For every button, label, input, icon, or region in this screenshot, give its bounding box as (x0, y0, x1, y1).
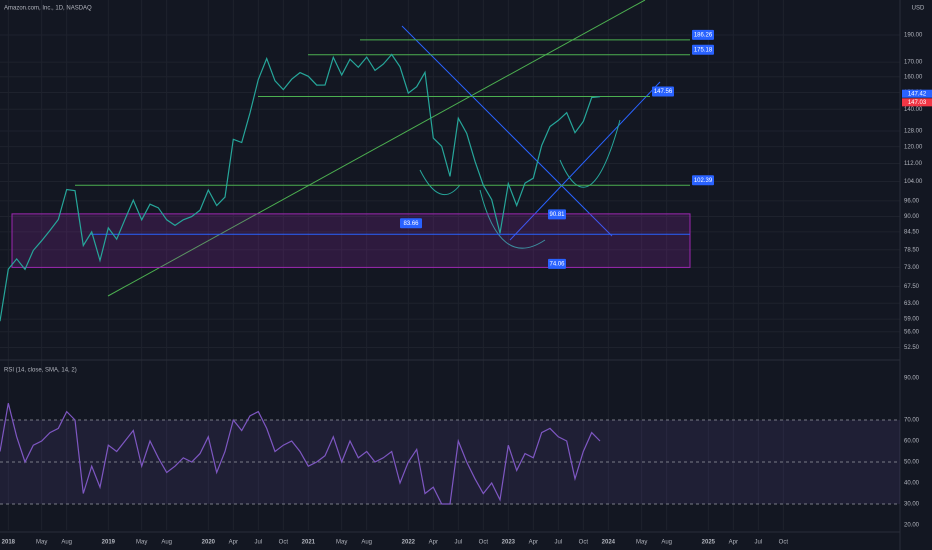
currency: USD (912, 6, 925, 12)
x-tick-label: Jul (754, 540, 762, 546)
zone (11, 213, 691, 268)
y-tick-label: 128.00 (904, 129, 923, 135)
price-tag-label: 147.03 (908, 100, 927, 106)
level-tag (692, 44, 714, 55)
x-tick-label: May (136, 540, 147, 546)
x-tick-label: Apr (229, 540, 238, 546)
marker-label: 74.06 (549, 261, 565, 267)
y-tick-label: 52.50 (904, 345, 920, 351)
level-tag (692, 29, 714, 40)
y-tick-label: 67.50 (904, 284, 920, 290)
x-tick-label: 2021 (302, 540, 316, 546)
y-tick-label: 73.00 (904, 265, 920, 271)
level-label: 147.56 (654, 89, 673, 95)
x-tick-label: Oct (779, 540, 789, 546)
x-tick-label: Jul (454, 540, 462, 546)
chart-title: Amazon.com, Inc., 1D, NASDAQ (4, 6, 92, 12)
x-tick-label: Oct (579, 540, 589, 546)
x-tick-label: Oct (479, 540, 489, 546)
y-tick-label: 140.00 (904, 107, 923, 113)
rsi-tick-label: 30.00 (904, 502, 920, 508)
x-tick-label: 2022 (402, 540, 416, 546)
level-tag (652, 86, 674, 97)
x-tick-label: Aug (161, 540, 172, 546)
y-tick-label: 84.50 (904, 229, 920, 235)
price-tag (902, 89, 932, 98)
rsi-tick-label: 60.00 (904, 439, 920, 445)
x-tick-label: Jul (254, 540, 262, 546)
rsi-tick-label: 50.00 (904, 460, 920, 466)
indicator-title: RSI (14, close, SMA, 14, 2) (4, 368, 77, 374)
marker-tag (548, 209, 566, 220)
x-tick-label: Apr (529, 540, 538, 546)
rsi-tick-label: 20.00 (904, 523, 920, 529)
level-label: 186.26 (694, 32, 713, 38)
x-tick-label: 2023 (502, 540, 516, 546)
y-tick-label: 59.00 (904, 317, 920, 323)
level-label: 83.66 (403, 221, 419, 227)
y-tick-label: 63.00 (904, 301, 920, 307)
x-tick-label: May (36, 540, 47, 546)
x-tick-label: Apr (729, 540, 738, 546)
x-tick-label: Aug (361, 540, 372, 546)
y-tick-label: 160.00 (904, 74, 923, 80)
marker-label: 90.81 (549, 212, 565, 218)
y-tick-label: 56.00 (904, 329, 920, 335)
y-tick-label: 96.00 (904, 198, 920, 204)
level-label: 175.18 (694, 47, 713, 53)
trendline (401, 25, 613, 237)
x-tick-label: 2018 (2, 540, 16, 546)
x-tick-label: 2019 (102, 540, 116, 546)
level-label: 102.39 (694, 178, 713, 184)
rsi-tick-label: 70.00 (904, 418, 920, 424)
x-tick-label: Aug (661, 540, 672, 546)
x-tick-label: 2024 (602, 540, 616, 546)
x-tick-label: 2025 (702, 540, 716, 546)
price-line (0, 53, 601, 322)
y-tick-label: 104.00 (904, 179, 923, 185)
x-tick-label: Jul (554, 540, 562, 546)
y-tick-label: 190.00 (904, 33, 923, 39)
rsi-tick-label: 90.00 (904, 376, 920, 382)
price-tag-label: 147.42 (908, 91, 927, 97)
y-tick-label: 78.50 (904, 247, 920, 253)
x-tick-label: Apr (429, 540, 438, 546)
trendline (107, 0, 646, 297)
y-tick-label: 170.00 (904, 60, 923, 66)
x-tick-label: Aug (61, 540, 72, 546)
y-tick-label: 120.00 (904, 144, 923, 150)
x-tick-label: 2020 (202, 540, 216, 546)
x-tick-label: May (336, 540, 347, 546)
x-tick-label: May (636, 540, 647, 546)
y-tick-label: 112.00 (904, 161, 923, 167)
price-tag (902, 98, 932, 107)
rsi-tick-label: 40.00 (904, 481, 920, 487)
y-tick-label: 90.00 (904, 214, 920, 220)
level-tag (692, 175, 714, 186)
rsi-line (0, 403, 601, 505)
marker-tag (548, 258, 566, 269)
level-tag (400, 218, 422, 229)
x-tick-label: Oct (279, 540, 289, 546)
